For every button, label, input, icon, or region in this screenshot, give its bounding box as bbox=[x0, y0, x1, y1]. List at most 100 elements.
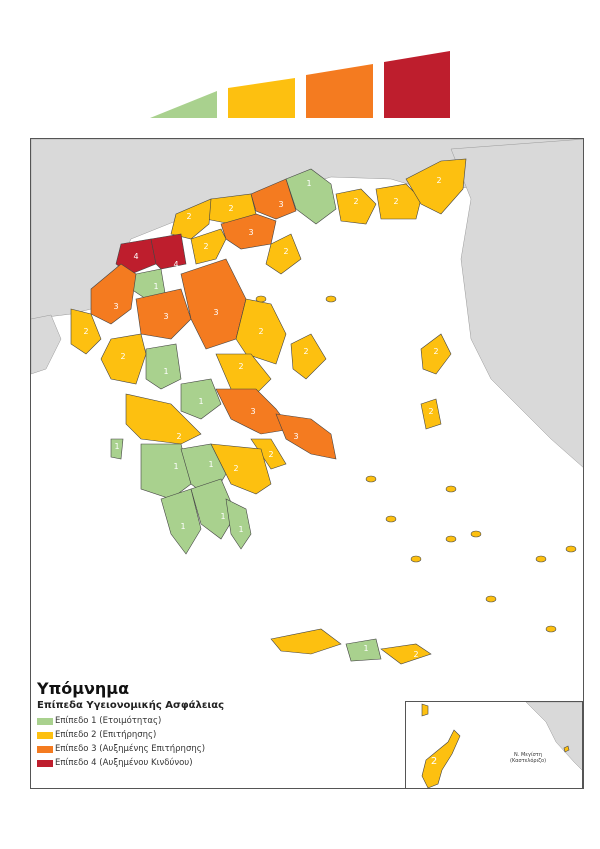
inset-island bbox=[421, 703, 429, 717]
region-level-label: 1 bbox=[173, 462, 178, 471]
region-level-label: 2 bbox=[233, 464, 238, 473]
legend-item-level-3: Επίπεδο 3 (Αυξημένης Επιτήρησης) bbox=[37, 742, 224, 756]
region-level-2 bbox=[210, 443, 272, 495]
italy-land bbox=[31, 314, 62, 375]
legend-label: Επίπεδο 4 (Αυξημένου Κινδύνου) bbox=[55, 758, 193, 768]
island bbox=[470, 530, 482, 538]
inset-label-line1: Ν. Μεγίστη bbox=[514, 752, 542, 758]
region-level-label: 1 bbox=[208, 460, 213, 469]
island bbox=[485, 595, 497, 603]
region-level-label: 3 bbox=[113, 302, 118, 311]
region-level-label: 2 bbox=[353, 197, 358, 206]
island bbox=[565, 545, 577, 553]
legend-swatch bbox=[37, 759, 53, 767]
island bbox=[410, 555, 422, 563]
legend-label: Επίπεδο 2 (Επιτήρησης) bbox=[55, 730, 157, 740]
region-level-label: 3 bbox=[213, 308, 218, 317]
region-level-label: 3 bbox=[278, 200, 283, 209]
region-level-1 bbox=[145, 343, 182, 390]
inset-kastellorizo bbox=[563, 745, 570, 753]
region-level-1 bbox=[285, 168, 337, 225]
region-level-3 bbox=[275, 413, 337, 460]
region-level-label: 2 bbox=[238, 362, 243, 371]
region-level-label: 2 bbox=[203, 242, 208, 251]
region-level-label: 2 bbox=[303, 347, 308, 356]
region-level-label: 1 bbox=[153, 282, 158, 291]
region-level-1 bbox=[225, 498, 252, 550]
legend-label: Επίπεδο 1 (Ετοιμότητας) bbox=[55, 716, 162, 726]
region-level-2 bbox=[215, 353, 272, 400]
region-level-1 bbox=[180, 378, 222, 420]
region-level-3 bbox=[250, 178, 297, 220]
region-level-4 bbox=[115, 238, 157, 275]
region-level-label: 3 bbox=[293, 432, 298, 441]
region-level-label: 2 bbox=[436, 176, 441, 185]
greece-map: 122232232442133322121233221112112122212 bbox=[31, 139, 583, 665]
region-level-2 bbox=[190, 228, 227, 265]
region-level-2 bbox=[420, 333, 452, 375]
island bbox=[535, 555, 547, 563]
rhodes-inset-map: 2 Ν. Μεγίστη (Καστελόριζο) bbox=[405, 701, 583, 788]
region-level-4 bbox=[150, 233, 187, 270]
region-level-label: 2 bbox=[413, 650, 418, 659]
region-level-label: 4 bbox=[133, 252, 138, 261]
island bbox=[365, 475, 377, 483]
region-level-2 bbox=[250, 438, 287, 470]
legend-swatch bbox=[37, 745, 53, 753]
region-level-label: 4 bbox=[173, 260, 178, 269]
region-level-1 bbox=[190, 478, 237, 540]
kastellorizo-label: Ν. Μεγίστη (Καστελόριζο) bbox=[510, 752, 546, 764]
island bbox=[325, 295, 337, 303]
region-level-1 bbox=[345, 638, 382, 662]
island bbox=[445, 535, 457, 543]
region-level-2 bbox=[100, 333, 147, 385]
legend-label: Επίπεδο 3 (Αυξημένης Επιτήρησης) bbox=[55, 744, 206, 754]
region-level-2 bbox=[380, 643, 432, 665]
region-level-2 bbox=[235, 298, 287, 365]
region-level-label: 2 bbox=[83, 327, 88, 336]
legend: Υπόμνημα Επίπεδα Υγειονομικής Ασφάλειας … bbox=[37, 679, 224, 770]
region-level-label: 2 bbox=[283, 247, 288, 256]
region-level-label: 1 bbox=[306, 179, 311, 188]
legend-item-level-4: Επίπεδο 4 (Αυξημένου Κινδύνου) bbox=[37, 756, 224, 770]
region-level-2 bbox=[265, 233, 302, 275]
island bbox=[445, 485, 457, 493]
region-level-label: 3 bbox=[248, 228, 253, 237]
region-level-1 bbox=[160, 488, 202, 555]
scale-bar-level-4 bbox=[384, 51, 450, 118]
region-level-label: 2 bbox=[120, 352, 125, 361]
region-level-label: 1 bbox=[238, 525, 243, 534]
region-level-label: 1 bbox=[220, 512, 225, 521]
legend-item-level-2: Επίπεδο 2 (Επιτήρησης) bbox=[37, 728, 224, 742]
turkey-land bbox=[450, 139, 583, 468]
region-level-2 bbox=[420, 398, 442, 430]
region-level-label: 1 bbox=[363, 644, 368, 653]
region-level-2 bbox=[270, 628, 342, 655]
scale-bar-level-3 bbox=[306, 64, 373, 118]
region-level-label: 2 bbox=[176, 432, 181, 441]
region-level-label: 3 bbox=[250, 407, 255, 416]
risk-level-scale-graphic bbox=[150, 51, 450, 118]
legend-item-level-1: Επίπεδο 1 (Ετοιμότητας) bbox=[37, 714, 224, 728]
legend-title: Υπόμνημα bbox=[37, 679, 130, 698]
region-level-label: 2 bbox=[393, 197, 398, 206]
inset-rhodes-level: 2 bbox=[431, 756, 437, 767]
region-level-2 bbox=[290, 333, 327, 380]
legend-swatch bbox=[37, 717, 53, 725]
region-level-label: 1 bbox=[198, 397, 203, 406]
inset-label-line2: (Καστελόριζο) bbox=[510, 758, 547, 764]
region-level-label: 2 bbox=[428, 407, 433, 416]
region-level-1 bbox=[110, 438, 124, 460]
region-level-3 bbox=[135, 288, 192, 340]
region-level-label: 2 bbox=[268, 450, 273, 459]
region-level-label: 2 bbox=[258, 327, 263, 336]
region-level-2 bbox=[335, 188, 377, 225]
island bbox=[255, 295, 267, 303]
region-level-label: 2 bbox=[186, 212, 191, 221]
region-level-label: 2 bbox=[228, 204, 233, 213]
inset-map: 2 bbox=[421, 702, 582, 788]
region-level-1 bbox=[140, 443, 192, 500]
region-level-2 bbox=[375, 183, 422, 220]
inset-rhodes bbox=[421, 729, 461, 788]
legend-subtitle: Επίπεδα Υγειονομικής Ασφάλειας bbox=[37, 700, 225, 711]
